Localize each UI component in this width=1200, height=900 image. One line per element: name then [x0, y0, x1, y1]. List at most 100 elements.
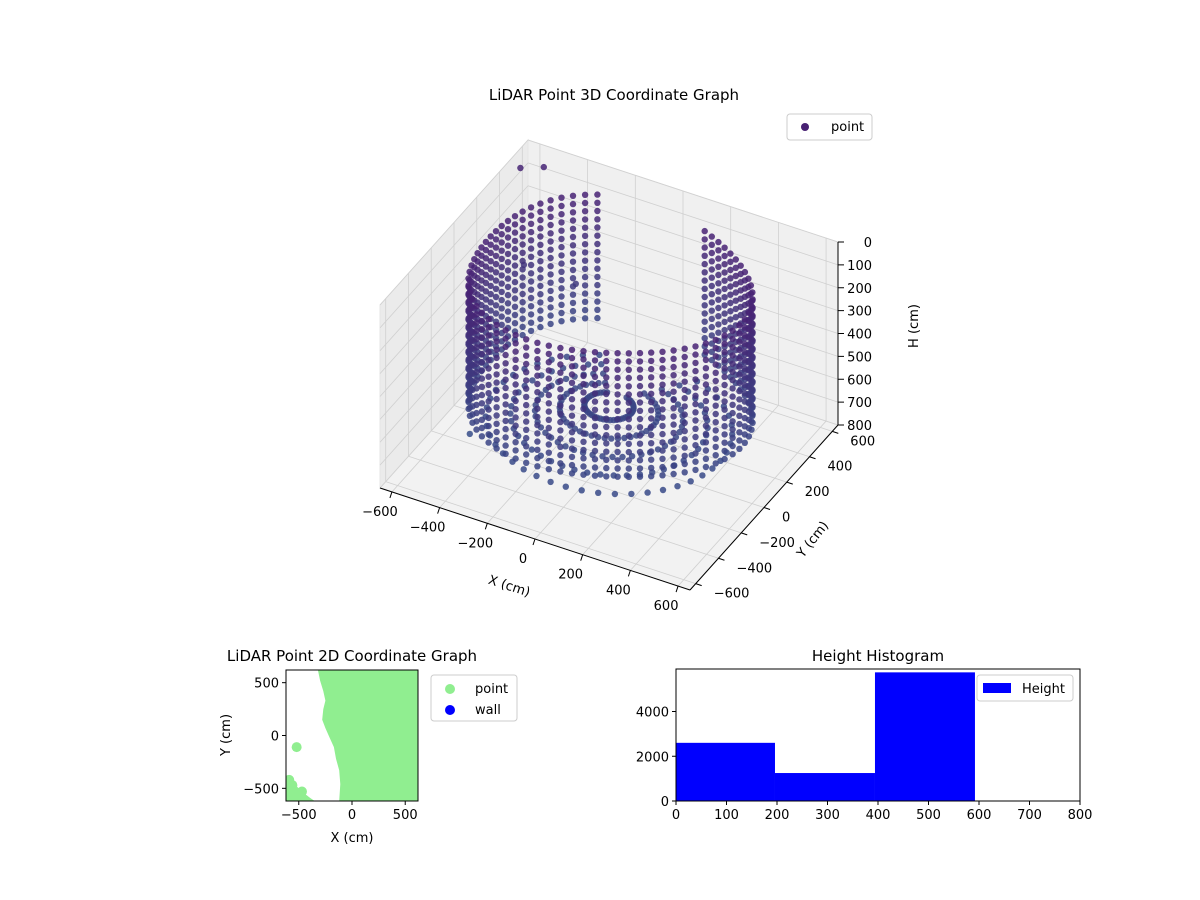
point-marker: [670, 446, 677, 453]
point-marker: [504, 242, 512, 249]
point-marker: [478, 342, 486, 349]
point-marker: [708, 233, 715, 240]
point-marker: [498, 247, 505, 254]
point-marker: [692, 466, 699, 474]
point-marker: [537, 225, 544, 232]
point-marker: [648, 398, 655, 406]
point-marker: [485, 431, 492, 438]
histogram-title: Height Histogram: [812, 647, 944, 665]
point-marker: [670, 396, 677, 404]
point-marker: [493, 420, 500, 427]
point-marker: [736, 437, 743, 444]
point-marker: [721, 318, 728, 326]
point-marker: [485, 381, 492, 389]
point-marker: [580, 438, 587, 445]
y-tick-label: 500: [254, 677, 279, 692]
point-marker: [702, 340, 710, 347]
point-marker: [648, 357, 655, 365]
y-tick-label: 4000: [636, 706, 669, 721]
point-marker: [611, 490, 619, 498]
point-marker: [732, 297, 739, 304]
point-marker: [741, 268, 749, 276]
point-marker: [721, 381, 728, 389]
point-marker: [519, 323, 526, 331]
point-marker: [478, 408, 486, 415]
point-marker: [581, 273, 589, 281]
point-marker: [581, 290, 589, 297]
point-marker: [512, 373, 519, 380]
point-marker: [493, 379, 500, 386]
point-marker: [681, 460, 688, 468]
point-marker: [692, 458, 699, 465]
point-marker: [603, 399, 610, 406]
point-marker: [512, 455, 519, 462]
point-marker: [502, 409, 509, 416]
point-marker: [727, 291, 734, 298]
point-marker: [558, 276, 565, 284]
gridline: [527, 208, 839, 312]
point-marker: [537, 323, 544, 331]
point-marker: [594, 191, 601, 198]
point-marker: [712, 336, 719, 344]
point-marker: [594, 199, 601, 206]
point-marker: [715, 321, 722, 328]
point-marker: [568, 445, 576, 452]
point-marker: [643, 427, 650, 435]
point-marker: [558, 309, 565, 317]
point-marker: [523, 377, 530, 384]
point-marker: [598, 361, 605, 368]
point-marker: [523, 336, 530, 343]
point-marker: [736, 404, 743, 411]
point-marker: [741, 357, 748, 364]
point-marker: [591, 365, 599, 372]
point-marker: [580, 471, 587, 478]
point-marker: [729, 409, 736, 417]
point-marker: [591, 349, 599, 356]
point-marker: [545, 449, 552, 456]
point-marker: [702, 373, 710, 380]
point-marker: [537, 258, 544, 265]
y-tick-label: 0: [661, 795, 669, 810]
legend-frame: [976, 674, 1074, 702]
point-marker: [485, 398, 492, 405]
point-marker: [569, 275, 577, 282]
point-marker: [504, 267, 512, 274]
point-marker: [519, 307, 526, 314]
point-marker: [692, 409, 699, 416]
point-marker: [473, 327, 480, 334]
point-marker: [493, 387, 500, 394]
point-marker: [558, 268, 565, 275]
point-marker: [487, 266, 494, 273]
x-tick: [627, 570, 631, 577]
point-marker: [558, 211, 565, 218]
point-marker: [558, 202, 565, 210]
point-marker: [636, 415, 644, 423]
point-marker: [692, 359, 699, 367]
point-marker: [648, 349, 655, 356]
point-marker: [493, 330, 500, 337]
point-marker: [547, 254, 554, 262]
point-marker: [702, 455, 710, 462]
point-marker: [534, 421, 541, 429]
point-marker: [749, 296, 756, 303]
point-marker: [492, 244, 500, 251]
point-marker: [609, 453, 616, 461]
point-marker: [741, 324, 748, 331]
point-marker: [681, 427, 688, 435]
point-marker: [581, 241, 589, 248]
point-marker: [492, 236, 500, 243]
point-marker: [591, 431, 599, 438]
point-marker: [648, 415, 655, 422]
point-marker: [478, 244, 485, 251]
point-marker: [702, 463, 710, 471]
point-marker: [603, 440, 610, 447]
point-marker: [534, 413, 541, 421]
point-marker: [721, 310, 728, 317]
point-marker: [715, 263, 722, 270]
point-marker: [636, 349, 644, 357]
point-marker: [594, 232, 601, 239]
point-marker: [648, 382, 655, 389]
point-marker: [580, 455, 587, 462]
z-tick-label: 400: [847, 328, 872, 343]
